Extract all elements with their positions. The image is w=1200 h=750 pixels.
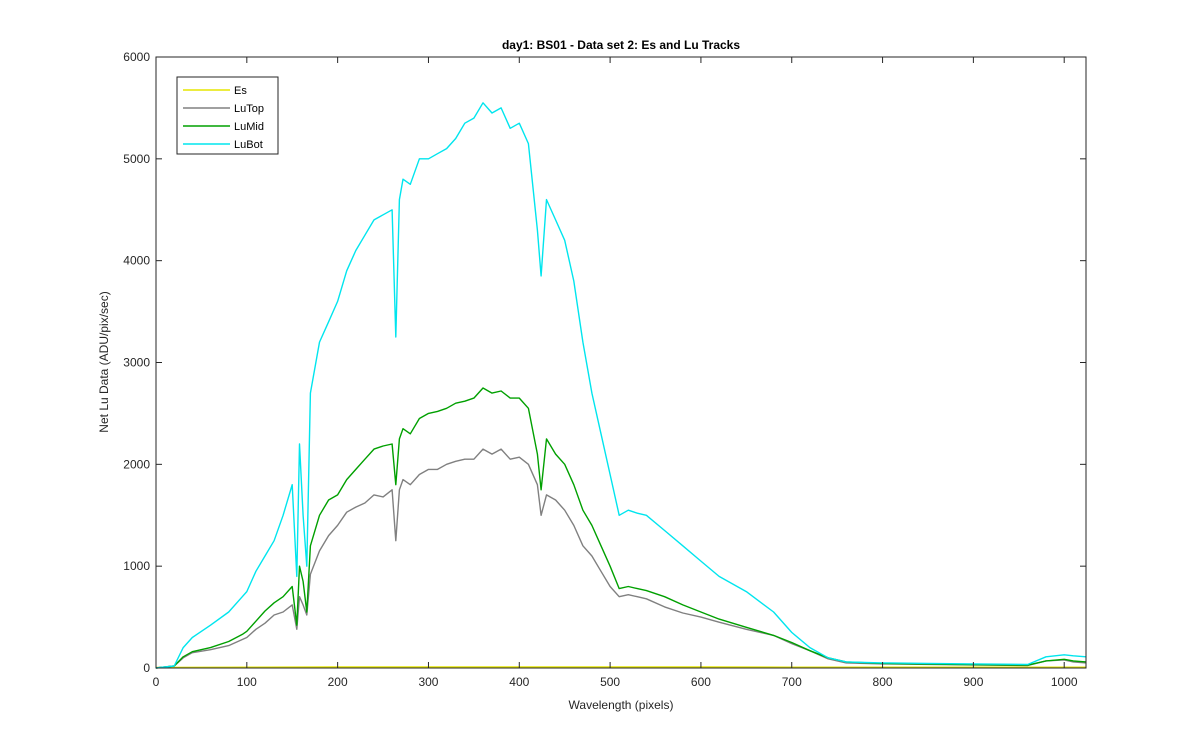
y-tick-label: 4000	[123, 254, 150, 268]
y-tick-label: 6000	[123, 50, 150, 64]
y-axis-label: Net Lu Data (ADU/pix/sec)	[97, 291, 111, 432]
series-line-es	[155, 666, 1086, 669]
y-tick-label: 0	[143, 661, 150, 675]
x-tick-label: 100	[237, 675, 257, 689]
tick-layer: 0 100 200 300 400 500 600 700 800 900 1000 0 1000 200…	[123, 50, 1086, 689]
legend-label-es: Es	[234, 85, 247, 97]
legend-box	[176, 76, 279, 155]
x-tick-label: 300	[418, 675, 438, 689]
y-tick-label: 1000	[123, 559, 150, 573]
x-tick-label: 500	[600, 675, 620, 689]
x-axis-label: Wavelength (pixels)	[569, 698, 674, 712]
legend-label-lutop: LuTop	[234, 103, 264, 115]
x-tick-label: 800	[873, 675, 893, 689]
y-tick-label: 5000	[123, 152, 150, 166]
plot-background	[156, 57, 1086, 668]
x-tick-label: 200	[328, 675, 348, 689]
y-tick-label: 2000	[123, 457, 150, 471]
x-tick-label: 600	[691, 675, 711, 689]
chart-title: day1: BS01 - Data set 2: Es and Lu Track…	[502, 38, 740, 52]
x-tick-label: 400	[509, 675, 529, 689]
legend-label-lumid: LuMid	[234, 121, 264, 133]
legend: Es LuTop LuMid LuBot	[176, 76, 279, 155]
legend-label-lubot: LuBot	[234, 139, 263, 151]
series-line-lutop	[155, 448, 1087, 669]
x-tick-label: 700	[782, 675, 802, 689]
series-line-lumid	[155, 387, 1087, 669]
x-tick-label: 900	[963, 675, 983, 689]
y-tick-label: 3000	[123, 356, 150, 370]
series-line-lubot	[155, 102, 1087, 669]
x-tick-label: 0	[153, 675, 160, 689]
x-tick-label: 1000	[1051, 675, 1078, 689]
